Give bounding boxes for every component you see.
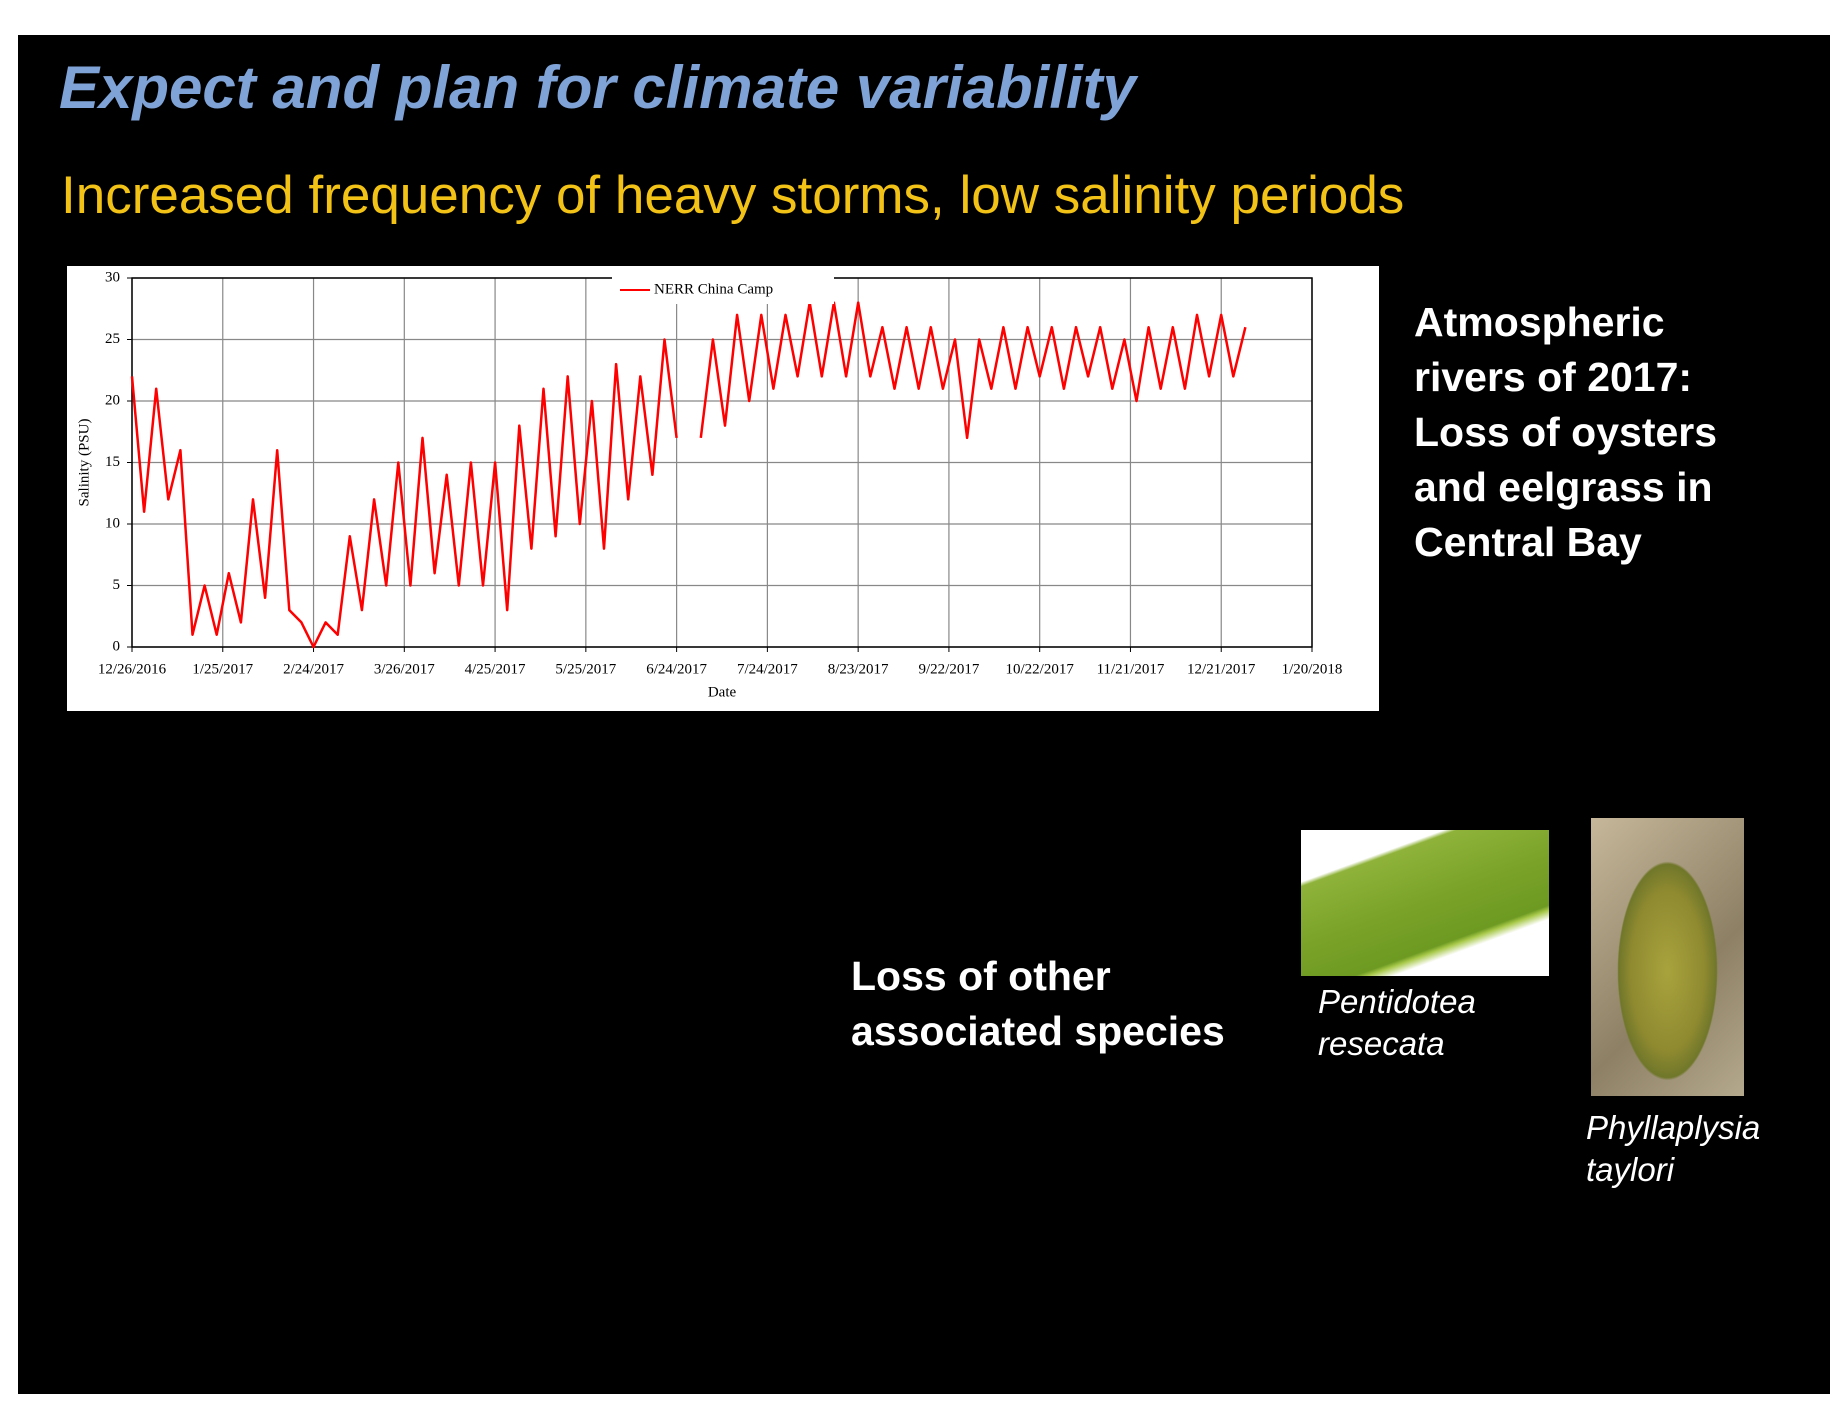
side-note-line: Atmospheric <box>1414 299 1665 345</box>
x-tick-label: 6/24/2017 <box>646 661 707 677</box>
side-note: Atmospheric rivers of 2017: Loss of oyst… <box>1414 295 1717 570</box>
x-tick-label: 7/24/2017 <box>737 661 798 677</box>
species-note-line: Loss of other <box>851 953 1111 999</box>
x-tick-label: 3/26/2017 <box>374 661 435 677</box>
species-note-line: associated species <box>851 1008 1225 1054</box>
species-note: Loss of other associated species <box>851 949 1225 1059</box>
x-tick-label: 11/21/2017 <box>1097 661 1165 677</box>
caption-line: resecata <box>1318 1025 1445 1062</box>
y-tick-label: 10 <box>105 515 120 531</box>
x-tick-label: 4/25/2017 <box>465 661 526 677</box>
x-tick-label: 5/25/2017 <box>555 661 616 677</box>
legend-label: NERR China Camp <box>654 281 773 297</box>
y-tick-label: 25 <box>105 331 120 347</box>
y-tick-label: 0 <box>113 638 121 654</box>
sea-slug-photo <box>1591 818 1744 1096</box>
x-tick-label: 1/20/2018 <box>1282 661 1343 677</box>
caption: Pentidotea resecata <box>1318 981 1476 1065</box>
x-tick-label: 10/22/2017 <box>1006 661 1075 677</box>
chart: 0 5 10 15 20 25 30 12/26/2016 1/25/2017 2/24/2017… <box>76 269 1343 700</box>
y-tick-label: 15 <box>105 454 120 470</box>
x-tick-label: 12/21/2017 <box>1187 661 1256 677</box>
side-note-line: Loss of oysters <box>1414 409 1718 455</box>
data-line <box>130 301 1247 649</box>
side-note-line: Central Bay <box>1414 519 1642 565</box>
chart-box: 0 5 10 15 20 25 30 12/26/2016 1/25/2017 2/24/2017… <box>67 266 1379 711</box>
y-tick-label: 5 <box>113 577 121 593</box>
x-tick-label: 2/24/2017 <box>283 661 344 677</box>
y-tick-label: 20 <box>105 392 120 408</box>
x-tick-label: 9/22/2017 <box>919 661 980 677</box>
slide-subtitle: Increased frequency of heavy storms, low… <box>61 166 1405 225</box>
side-note-line: rivers of 2017: <box>1414 354 1693 400</box>
side-note-line: and eelgrass in <box>1414 464 1713 510</box>
x-tick-label: 1/25/2017 <box>192 661 253 677</box>
y-tick-label: 30 <box>105 269 120 285</box>
caption: Phyllaplysia taylori <box>1586 1107 1760 1191</box>
x-tick-label: 12/26/2016 <box>98 661 167 677</box>
slide-title: Expect and plan for climate variability <box>59 54 1137 121</box>
y-axis-label: Salinity (PSU) <box>76 419 92 507</box>
x-tick-label: 8/23/2017 <box>828 661 889 677</box>
caption-line: Pentidotea <box>1318 983 1476 1020</box>
isopod-photo <box>1301 830 1549 976</box>
caption-line: taylori <box>1586 1151 1675 1188</box>
caption-line: Phyllaplysia <box>1586 1109 1761 1146</box>
x-axis-label: Date <box>708 684 737 700</box>
slide: Expect and plan for climate variability … <box>18 35 1830 1394</box>
